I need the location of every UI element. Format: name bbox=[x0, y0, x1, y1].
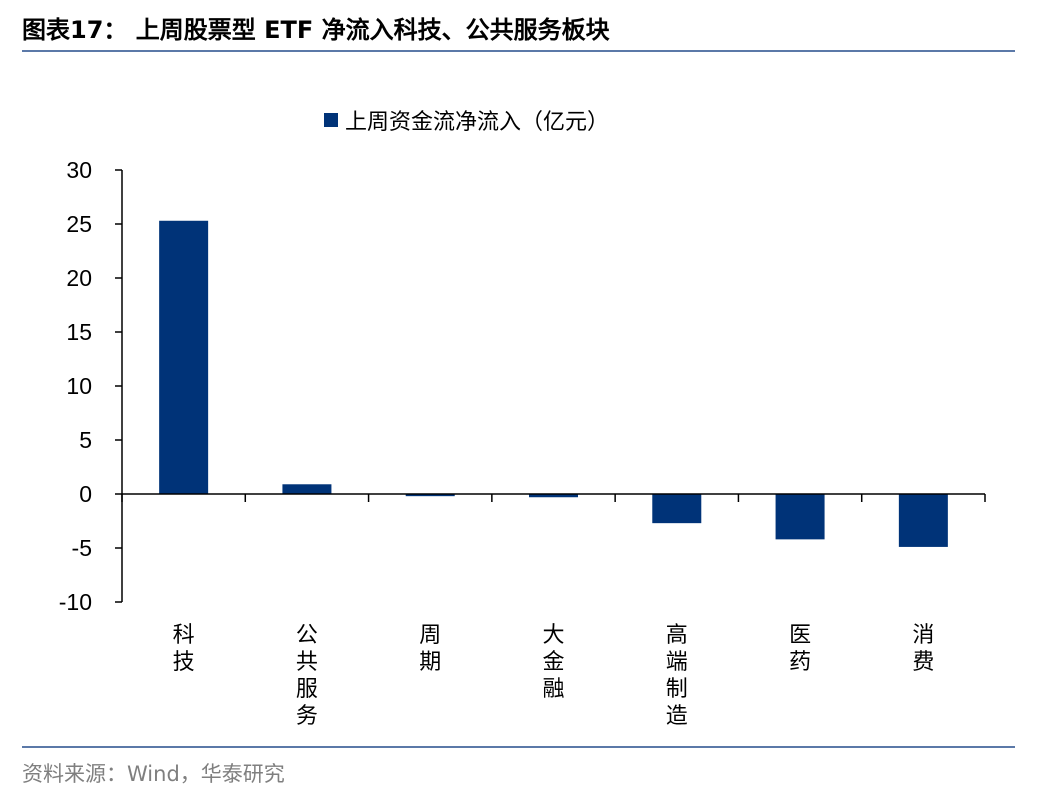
bar-1 bbox=[282, 484, 332, 494]
category-label: 消费 bbox=[912, 623, 934, 675]
y-tick-label: 30 bbox=[66, 157, 92, 183]
category-label: 科技 bbox=[173, 623, 195, 675]
bar-0 bbox=[159, 220, 209, 494]
legend-swatch bbox=[324, 113, 338, 127]
category-label: 高端制造 bbox=[666, 623, 688, 729]
category-label: 公共服务 bbox=[296, 623, 318, 729]
bar-5 bbox=[775, 494, 825, 540]
y-tick-label: -5 bbox=[72, 535, 92, 561]
legend-label: 上周资金流净流入（亿元） bbox=[345, 110, 610, 135]
y-tick-label: -10 bbox=[59, 589, 92, 615]
y-tick-label: 0 bbox=[79, 481, 92, 507]
category-label: 大金融 bbox=[542, 623, 564, 702]
page-title: 图表17： 上周股票型 ETF 净流入科技、公共服务板块 bbox=[22, 16, 610, 44]
category-label: 周期 bbox=[419, 623, 441, 675]
y-tick-label: 15 bbox=[66, 319, 92, 345]
bar-3 bbox=[529, 494, 578, 498]
y-tick-label: 5 bbox=[79, 427, 92, 453]
footer-divider bbox=[22, 746, 1015, 748]
bar-4 bbox=[652, 494, 702, 524]
chart-legend: 上周资金流净流入（亿元） bbox=[324, 104, 609, 136]
y-tick-label: 10 bbox=[66, 373, 92, 399]
category-label: 医药 bbox=[789, 623, 811, 675]
y-tick-label: 20 bbox=[66, 265, 92, 291]
title-divider bbox=[22, 50, 1015, 52]
bar-2 bbox=[405, 494, 455, 497]
bar-6 bbox=[898, 494, 948, 547]
y-tick-label: 25 bbox=[66, 211, 92, 237]
source-note: 资料来源：Wind，华泰研究 bbox=[22, 762, 285, 786]
